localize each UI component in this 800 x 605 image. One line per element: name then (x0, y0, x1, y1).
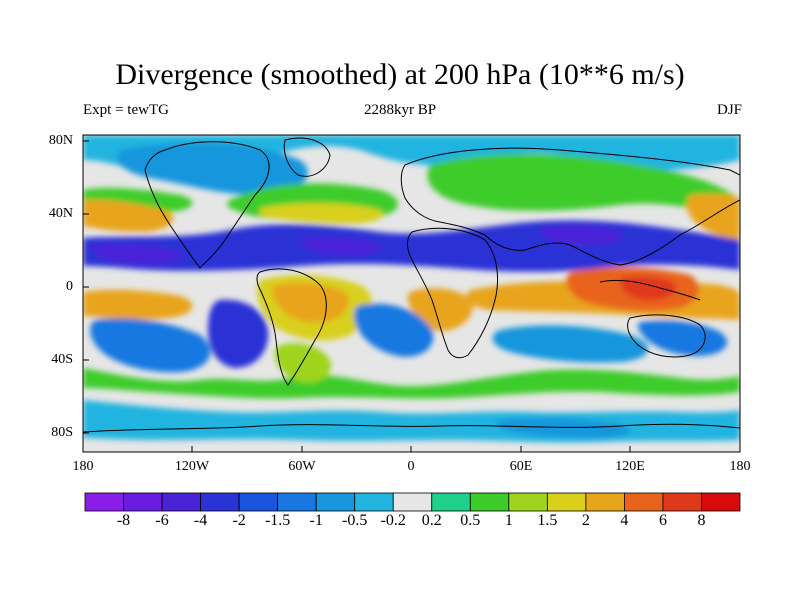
colorbar-label: 4 (620, 512, 629, 529)
colorbar-box (585, 492, 625, 512)
colorbar-label: 0.5 (460, 512, 481, 529)
colorbar-box (624, 492, 664, 512)
x-tick-180e: 180 (729, 459, 751, 474)
field-atlantic-purple (300, 236, 381, 256)
colorbar-label: -1 (309, 512, 323, 529)
colorbar-label: -6 (155, 512, 169, 529)
experiment-label: Expt = tewTG (83, 102, 169, 118)
colorbar-label: 8 (697, 512, 706, 529)
x-tick-0: 0 (407, 459, 415, 474)
season-label: DJF (716, 102, 742, 118)
coastline-africa (407, 227, 499, 359)
colorbar-box (662, 492, 702, 512)
colorbar-box (84, 492, 124, 512)
field-australia-blue (637, 320, 728, 356)
colorbar-label: -4 (193, 512, 208, 529)
colorbar-box (315, 492, 356, 512)
colorbar-label: -0.5 (342, 512, 368, 529)
field-southatlantic-blue (353, 303, 434, 357)
coastline-north-america (144, 141, 270, 269)
colorbar-label: 1.5 (537, 512, 558, 529)
colorbar-label: 1 (504, 512, 513, 529)
colorbar-label: -0.2 (380, 512, 406, 529)
colorbar-box (508, 492, 548, 512)
colorbar-label: -1.5 (264, 512, 291, 529)
field-africa-orange (407, 288, 473, 331)
field-westpacific-orange (686, 193, 740, 240)
colorbar (84, 492, 741, 512)
colorbar-label: 6 (658, 512, 667, 529)
field-southern-ocean-darkblue (496, 417, 631, 438)
colorbar-box (546, 492, 587, 512)
coastline-australia (627, 314, 706, 358)
coastlines (83, 137, 740, 433)
field-southamerica-green (275, 343, 331, 383)
y-tick-0: 0 (66, 279, 73, 294)
colorbar-box (701, 492, 741, 512)
field-southern-green (83, 368, 740, 399)
colorbar-box (200, 492, 240, 512)
x-tick-60w: 60W (288, 459, 316, 474)
field-southpacific-darkblue (208, 299, 269, 368)
colorbar-label: 2 (581, 512, 590, 529)
field-southpacific-blue (90, 318, 211, 373)
colorbar-label: -2 (232, 512, 246, 529)
coastline-antarctica (83, 423, 740, 433)
colorbar-box (123, 492, 163, 512)
coastline-greenland (283, 137, 331, 177)
field-southamerica-orange (272, 282, 349, 323)
axis-tick-marks (82, 140, 741, 452)
field-indian-blue (492, 325, 649, 363)
colorbar-box (469, 492, 510, 512)
x-tick-60e: 60E (509, 459, 533, 474)
y-tick-80n: 80N (48, 133, 73, 148)
y-tick-40n: 40N (48, 206, 73, 221)
colorbar-label: 0.2 (421, 512, 442, 529)
colorbar-box (354, 492, 394, 512)
colorbar-box (277, 492, 317, 512)
x-tick-120w: 120W (174, 459, 210, 474)
coastline-eurasia (400, 147, 740, 266)
colorbar-label: -8 (116, 512, 131, 529)
colorbar-box (161, 492, 201, 512)
x-tick-180w: 180 (72, 459, 94, 474)
coastline-south-america (256, 268, 327, 386)
colorbar-box (431, 492, 471, 512)
colorbar-box (238, 492, 279, 512)
time-label: 2288kyr BP (363, 102, 437, 118)
x-tick-120e: 120E (615, 459, 645, 474)
plot-title: Divergence (smoothed) at 200 hPa (10**6 … (115, 58, 685, 91)
colorbar-box (392, 492, 433, 512)
field-equatorial-orange (83, 289, 193, 320)
coastline-indonesia (599, 279, 701, 301)
field-pacific-purple (90, 243, 183, 265)
field-asia-green (427, 153, 740, 215)
y-tick-40s: 40S (51, 352, 73, 367)
divergence-field (83, 135, 740, 452)
field-northamerica-blue (117, 143, 308, 195)
field-pacific-orange (83, 199, 174, 232)
y-tick-80s: 80S (51, 425, 73, 440)
field-indian-purple (540, 225, 623, 246)
field-atlantic-yellow (260, 202, 384, 224)
